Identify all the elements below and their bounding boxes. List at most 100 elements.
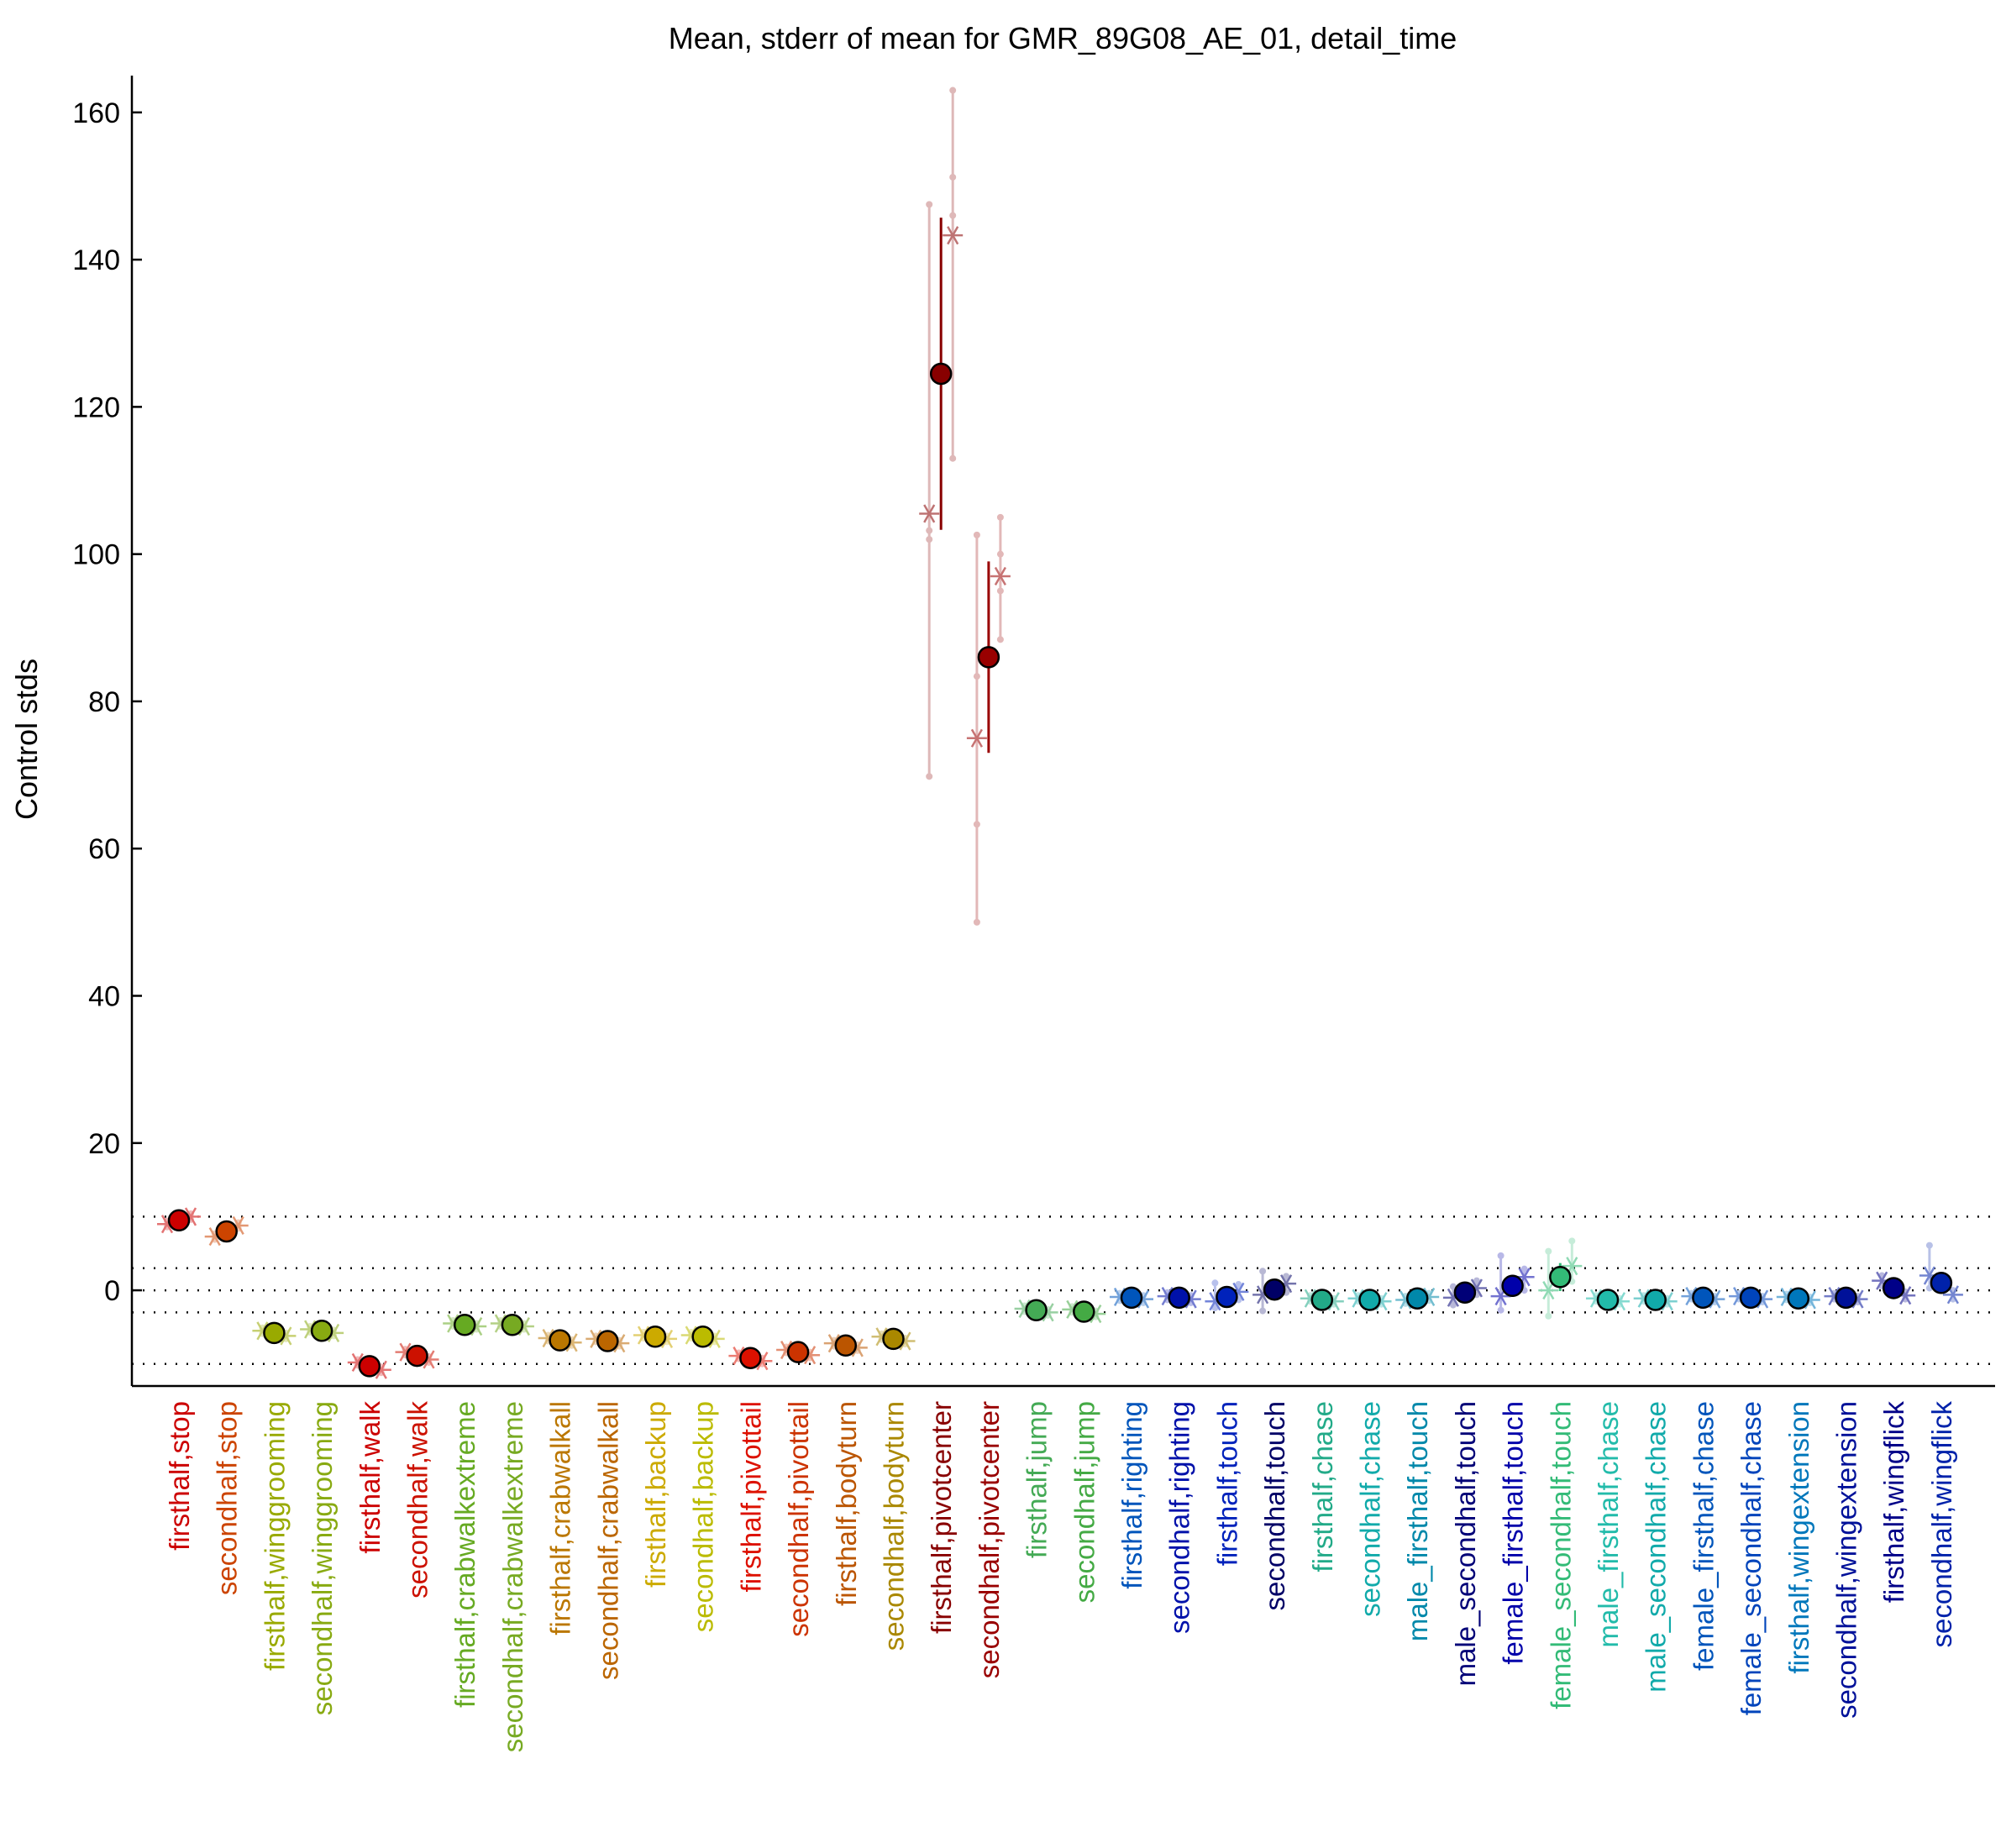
- experiment-mean-marker: [1538, 1281, 1559, 1300]
- x-tick-label: secondhalf,bodyturn: [879, 1401, 910, 1651]
- axes: [130, 76, 1995, 1388]
- mean-marker: [1596, 1289, 1620, 1311]
- experiment-error-end: [926, 773, 933, 780]
- x-tick-label: firsthalf,jump: [1021, 1401, 1053, 1558]
- x-tick-label: firsthalf,backup: [640, 1401, 671, 1588]
- category-group: [823, 1334, 868, 1357]
- category-group: [776, 1340, 821, 1365]
- x-tick-label: female_firsthalf,touch: [1498, 1401, 1529, 1665]
- mean-marker: [549, 1329, 571, 1352]
- x-tick-label: secondhalf,walk: [402, 1401, 433, 1599]
- mean-marker: [929, 362, 953, 386]
- category-group: [1205, 1279, 1249, 1312]
- x-tick-label: firsthalf,pivotcenter: [926, 1401, 957, 1634]
- experiment-error-end: [926, 201, 933, 208]
- y-tick-label: 140: [72, 244, 120, 276]
- mean-marker: [1501, 1274, 1524, 1298]
- x-tick-label: male_secondhalf,touch: [1450, 1401, 1481, 1686]
- x-tick-label: firsthalf,walk: [354, 1401, 386, 1554]
- mean-marker: [263, 1321, 286, 1345]
- x-tick-label: firsthalf,righting: [1116, 1401, 1147, 1589]
- category-group: [1490, 1252, 1535, 1314]
- x-tick-label: female_secondhalf,chase: [1736, 1401, 1767, 1715]
- mean-marker: [1549, 1266, 1572, 1289]
- experiment-sample-dot: [926, 536, 933, 543]
- experiment-error-end: [1259, 1268, 1267, 1275]
- category-group: [871, 1327, 916, 1351]
- mean-marker: [358, 1355, 381, 1378]
- category-group: [586, 1329, 630, 1353]
- category-group: [1776, 1287, 1820, 1310]
- y-tick-label: 80: [88, 686, 120, 718]
- x-tick-label: female_secondhalf,touch: [1545, 1401, 1576, 1709]
- experiment-error-end: [1235, 1281, 1242, 1289]
- mean-marker: [406, 1344, 428, 1368]
- category-group: [1824, 1286, 1868, 1310]
- x-tick-label: firsthalf,crabwalkextreme: [449, 1401, 480, 1708]
- experiment-error-end: [973, 531, 980, 538]
- mean-marker: [1310, 1289, 1334, 1311]
- category-group: [966, 513, 1011, 926]
- x-tick-label: secondhalf,wingextension: [1831, 1401, 1862, 1719]
- mean-marker: [1405, 1287, 1429, 1310]
- y-tick-label: 120: [72, 391, 120, 423]
- mean-marker: [1025, 1299, 1048, 1321]
- mean-marker: [1453, 1281, 1477, 1304]
- x-tick-label: male_firsthalf,touch: [1402, 1401, 1433, 1641]
- y-tick-label: 40: [88, 981, 120, 1013]
- experiment-sample-dot: [973, 821, 980, 828]
- x-tick-label: secondhalf,touch: [1259, 1401, 1290, 1611]
- data-points: [157, 87, 1963, 1379]
- x-tick-label: firsthalf,pivottail: [735, 1401, 766, 1592]
- x-tick-label: firsthalf,winggrooming: [259, 1401, 290, 1671]
- x-tick-label: secondhalf,chase: [1355, 1401, 1386, 1617]
- x-tick-label: firsthalf,bodyturn: [831, 1401, 862, 1606]
- category-group: [347, 1352, 391, 1379]
- category-group: [1538, 1237, 1583, 1320]
- mean-marker: [1168, 1286, 1190, 1310]
- x-tick-label: firsthalf,wingextension: [1783, 1401, 1814, 1674]
- experiment-mean-marker: [919, 504, 940, 523]
- x-tick-label: secondhalf,jump: [1069, 1401, 1100, 1603]
- category-group: [1729, 1286, 1773, 1310]
- experiment-error-end: [1545, 1312, 1552, 1320]
- reference-lines: [132, 1215, 1995, 1365]
- x-tick-label: secondhalf,pivotcenter: [974, 1401, 1005, 1678]
- mean-marker: [834, 1334, 858, 1357]
- x-tick-label: secondhalf,backup: [688, 1401, 719, 1632]
- mean-marker: [596, 1330, 619, 1352]
- y-ticks: 0 20 40 60 80 100 120 140 160: [72, 97, 142, 1307]
- category-group: [395, 1342, 439, 1369]
- category-group: [1872, 1271, 1916, 1305]
- experiment-error-end: [996, 513, 1004, 521]
- x-tick-label: secondhalf,crabwalkall: [592, 1401, 623, 1680]
- experiment-error-end: [1473, 1277, 1480, 1284]
- category-group: [1395, 1287, 1440, 1310]
- y-axis-label: Control stds: [9, 659, 44, 820]
- mean-marker: [643, 1326, 667, 1348]
- x-tick-label: firsthalf,stop: [164, 1401, 195, 1551]
- category-group: [1014, 1299, 1058, 1322]
- category-group: [1442, 1277, 1487, 1309]
- experiment-error-end: [1449, 1301, 1457, 1309]
- mean-marker: [453, 1314, 476, 1336]
- mean-marker: [310, 1320, 333, 1342]
- category-group: [1347, 1289, 1392, 1311]
- x-tick-label: firsthalf,touch: [1211, 1401, 1242, 1566]
- mean-marker: [167, 1209, 191, 1232]
- experiment-sample-dot: [996, 550, 1004, 558]
- category-group: [680, 1326, 725, 1348]
- mean-marker: [739, 1347, 762, 1369]
- x-tick-label: firsthalf,chase: [1307, 1401, 1338, 1572]
- mean-marker: [215, 1220, 238, 1243]
- category-group: [157, 1207, 201, 1234]
- x-tick-label: secondhalf,righting: [1164, 1401, 1195, 1634]
- category-group: [1157, 1286, 1201, 1310]
- experiment-error-end: [1520, 1265, 1528, 1273]
- category-group: [538, 1328, 582, 1352]
- mean-marker: [1739, 1286, 1762, 1310]
- experiment-error-end: [973, 918, 980, 926]
- category-group: [633, 1326, 677, 1348]
- category-group: [252, 1321, 297, 1346]
